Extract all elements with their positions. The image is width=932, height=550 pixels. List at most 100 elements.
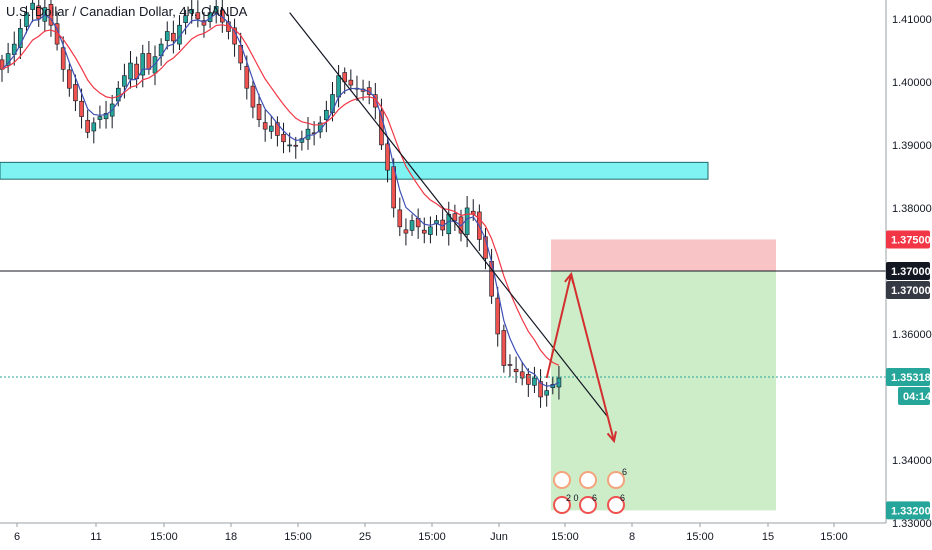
event-marker[interactable] xyxy=(579,496,597,514)
event-count: 6 xyxy=(620,493,625,503)
chart-title: U.S. Dollar / Canadian Dollar, 4h, OANDA xyxy=(6,4,248,19)
candle-body xyxy=(189,9,195,14)
candle-body xyxy=(48,4,54,26)
candle-body xyxy=(336,75,341,98)
candle-body xyxy=(519,371,525,379)
candle-body xyxy=(403,229,409,234)
candle-body xyxy=(128,62,133,80)
candle-body xyxy=(287,144,292,147)
price-tag xyxy=(886,280,930,299)
candle-body xyxy=(67,69,72,89)
time-tick-label: 15:00 xyxy=(686,531,714,543)
price-tag-label: 1.33200 xyxy=(891,505,931,517)
candle-body xyxy=(195,12,201,20)
candle-body xyxy=(526,374,531,385)
candle-body xyxy=(495,297,501,335)
price-tag-label: 1.37500 xyxy=(891,234,931,246)
candle-body xyxy=(171,32,176,42)
price-tick-label: 1.39000 xyxy=(892,140,932,152)
event-count: 6 xyxy=(622,467,627,477)
event-marker[interactable] xyxy=(607,471,625,489)
candle-body xyxy=(60,47,66,70)
trendline[interactable] xyxy=(289,12,609,418)
candle-body xyxy=(409,220,415,231)
time-tick-label: 6 xyxy=(14,531,20,543)
candle-body xyxy=(275,122,280,136)
candle-body xyxy=(379,110,384,146)
price-tick-label: 1.33000 xyxy=(892,518,932,530)
price-tag xyxy=(898,386,930,405)
ema-slow-line[interactable] xyxy=(1,24,560,366)
event-marker[interactable] xyxy=(553,471,571,489)
time-tick-label: 8 xyxy=(629,531,635,543)
candle-body xyxy=(73,84,78,102)
time-tick-label: 15:00 xyxy=(418,531,446,543)
candle-body xyxy=(36,5,42,20)
candle-body xyxy=(538,381,543,398)
event-count: 2 0 xyxy=(566,493,579,503)
candle-body xyxy=(305,128,311,140)
price-tag xyxy=(886,501,930,520)
candle-body xyxy=(79,100,84,117)
economic-events: 6 2 0 6 6 xyxy=(553,467,627,514)
price-tag xyxy=(886,230,930,249)
candle-body xyxy=(201,20,207,26)
candle-body xyxy=(140,53,146,76)
price-tick-label: 1.41000 xyxy=(892,14,932,26)
event-marker[interactable] xyxy=(579,471,597,489)
candle-body xyxy=(293,144,299,147)
time-tick-label: 15:00 xyxy=(284,531,312,543)
candle-body xyxy=(452,213,458,221)
ema-fast-line[interactable] xyxy=(1,12,560,387)
time-tick-label: 15 xyxy=(762,531,774,543)
price-tag-label: 1.37000 xyxy=(891,266,931,278)
candle-body xyxy=(103,113,109,120)
event-marker[interactable] xyxy=(553,496,571,514)
candle-body xyxy=(122,75,127,87)
price-axis[interactable]: 1.41000 1.40000 1.39000 1.38000 1.36000 1.340… xyxy=(892,14,932,530)
time-axis[interactable]: 6 11 15:00 18 15:00 25 15:00 Jun 15:00 8 15:00 15 15… xyxy=(14,523,848,543)
zones-layer xyxy=(0,161,776,511)
time-tick-label: 25 xyxy=(359,531,371,543)
candle-body xyxy=(183,15,188,23)
candle-body xyxy=(97,116,103,120)
event-count: 6 xyxy=(592,493,597,503)
candle-body xyxy=(164,31,170,41)
price-tick-label: 1.38000 xyxy=(892,203,932,215)
price-tick-label: 1.36000 xyxy=(892,329,932,341)
candle-body xyxy=(513,368,519,373)
candle-body xyxy=(501,330,507,366)
candle-body xyxy=(544,390,549,396)
price-tag-label: 1.35318 xyxy=(891,372,931,384)
candle-body xyxy=(507,364,513,366)
take-profit-zone[interactable] xyxy=(551,270,776,511)
candle-body xyxy=(428,226,433,235)
stop-loss-zone[interactable] xyxy=(551,239,776,271)
time-tick-label: Jun xyxy=(490,531,508,543)
support-zone[interactable] xyxy=(0,161,709,180)
time-tick-label: 18 xyxy=(225,531,237,543)
candle-body xyxy=(262,122,268,130)
price-tag-label: 04:14 xyxy=(903,391,932,403)
candle-body xyxy=(330,94,335,113)
candles-layer xyxy=(0,0,562,408)
candle-body xyxy=(18,28,23,48)
moving-averages-layer xyxy=(1,12,560,387)
candle-body xyxy=(5,53,11,66)
candle-body xyxy=(268,125,274,132)
price-tags: 1.37500 1.37000 1.37000 1.35318 04:14 1.33200 xyxy=(886,230,932,520)
candle-body xyxy=(281,133,286,143)
price-tag xyxy=(886,261,930,280)
candle-body xyxy=(532,377,537,386)
arrow-head-up xyxy=(564,271,575,285)
candle-body xyxy=(324,109,329,120)
candle-body xyxy=(464,207,470,235)
time-tick-label: 15:00 xyxy=(551,531,579,543)
arrow-head-down xyxy=(606,431,617,444)
candle-body xyxy=(213,6,219,13)
candle-body xyxy=(244,66,250,89)
event-marker[interactable] xyxy=(607,496,625,514)
candle-body xyxy=(256,103,262,121)
candle-body xyxy=(385,143,390,171)
